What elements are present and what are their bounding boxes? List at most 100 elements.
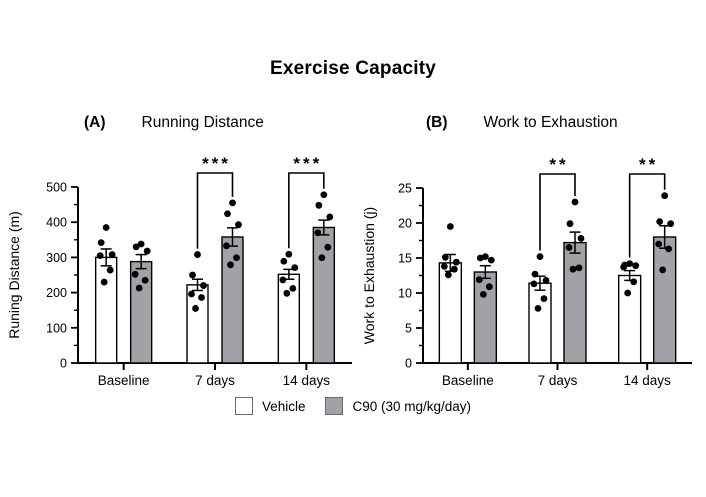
data-point [620,263,628,271]
y-tick-label: 500 [46,181,67,195]
series-c90 [473,192,677,364]
vehicle-swatch-icon [234,397,253,415]
panel-a-title: Running Distance [141,114,264,131]
data-point [661,192,669,200]
data-point [227,261,234,269]
x-tick-label: 7 days [195,373,235,388]
data-point [476,254,484,262]
bar [221,236,244,364]
data-point [450,265,458,273]
bar [312,226,336,364]
data-point [630,278,638,286]
panel-b-title: Work to Exhaustion [483,114,618,131]
data-point [318,254,326,262]
y-tick-label: 5 [405,322,412,336]
significance-label: ** [549,155,568,174]
series-vehicle [94,224,301,364]
data-point [229,199,236,207]
bar [473,271,498,364]
significance-label: *** [293,154,322,173]
data-point [320,191,328,199]
data-point [289,284,297,292]
legend-item-vehicle: Vehicle [234,397,306,415]
legend: Vehicle C90 (30 mg/kg/day) [0,397,706,415]
data-point [223,242,230,250]
data-point [452,258,460,266]
axis [422,188,692,364]
data-point [565,244,573,251]
data-point [440,263,448,270]
data-point [106,266,114,274]
data-point [235,221,242,229]
data-point [656,218,664,225]
data-point [198,294,205,301]
data-point [283,289,291,297]
x-tick-label: Baseline [98,373,150,388]
data-point [569,265,577,273]
bar [528,282,552,364]
data-point [575,264,583,272]
data-point [485,283,493,291]
data-point [487,256,495,264]
y-axis-title: Work to Exhaustion (j) [361,207,377,344]
y-tick-label: 10 [398,287,412,301]
significance-label: *** [202,154,231,173]
data-point [135,284,143,292]
data-point [194,251,201,258]
y-tick-label: 0 [60,357,67,371]
significance-bracket [628,173,666,258]
data-point [102,224,110,231]
bar [563,241,587,364]
x-tick-label: 14 days [283,373,331,388]
chart-running-distance: 0 100 200 300 400 500 Baseline 7 days 14 days ***… [6,154,352,388]
data-point [536,253,544,260]
data-point [530,280,538,288]
x-tick-label: 7 days [538,373,578,388]
data-point [624,289,632,297]
y-tick-label: 25 [398,182,412,196]
bar [652,236,677,364]
data-point [96,252,104,260]
data-point [540,295,548,302]
data-point [285,250,293,258]
axis [77,187,352,364]
data-point [280,257,288,265]
data-point [326,213,334,221]
y-axis-title: Runing Distance (m) [6,211,22,339]
data-point [534,305,542,312]
data-point [189,271,196,279]
y-tick-label: 300 [46,251,67,265]
bar [277,273,301,364]
data-point [667,220,675,228]
data-point [224,210,231,218]
data-point [143,247,151,255]
series-vehicle [438,223,642,364]
significance-bracket [539,173,576,251]
panel-a-label: (A) [84,114,106,131]
data-point [314,229,322,237]
data-point [479,291,487,298]
chart-work-to-exhaustion: 0 5 10 15 20 25 Baseline 7 days 14 days ** ** Work … [361,155,692,388]
data-point [577,235,585,242]
legend-label-c90: C90 (30 mg/kg/day) [352,398,472,414]
y-tick-label: 0 [405,357,412,371]
panel-a-header: (A) Running Distance [84,114,264,132]
data-point [531,270,539,278]
data-point [659,266,667,274]
significance-label: ** [639,155,658,174]
data-point [446,223,454,230]
data-point [132,243,140,251]
data-point [100,278,108,286]
panel-b-label: (B) [426,114,448,131]
y-tick-label: 200 [46,286,67,300]
y-tick-label: 100 [46,321,67,335]
legend-label-vehicle: Vehicle [261,398,306,414]
data-point [279,276,287,284]
figure-title: Exercise Capacity [269,58,437,79]
data-point [566,220,574,228]
data-point [192,305,199,312]
legend-item-c90: C90 (30 mg/kg/day) [325,397,471,415]
x-tick-label: Baseline [442,373,494,388]
data-point [200,282,207,289]
